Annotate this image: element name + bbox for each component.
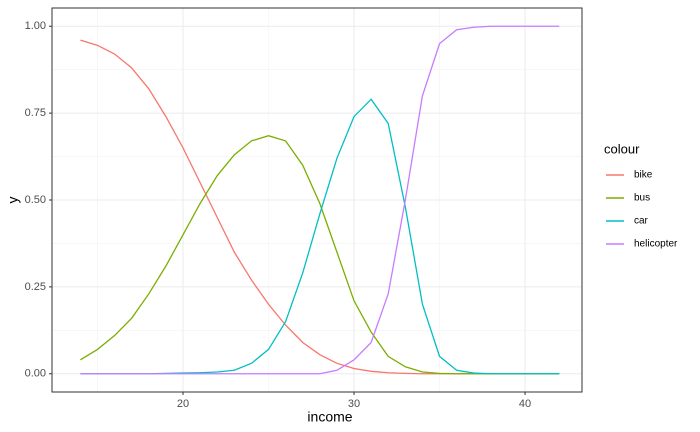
legend-title: colour: [604, 141, 640, 156]
legend-label: helicopter: [634, 239, 678, 250]
x-tick-label: 40: [519, 398, 531, 410]
x-tick-label: 20: [177, 398, 189, 410]
y-tick-label: 0.00: [25, 368, 46, 380]
legend-label: bike: [634, 170, 653, 181]
y-tick-label: 1.00: [25, 20, 46, 32]
y-tick-label: 0.75: [25, 107, 46, 119]
plot-border: [51, 7, 583, 393]
legend-label: car: [634, 216, 649, 227]
legend-label: bus: [634, 193, 650, 204]
x-axis-label: income: [307, 409, 352, 425]
y-tick-label: 0.50: [25, 194, 46, 206]
x-tick-label: 30: [348, 398, 360, 410]
series-line: [80, 25, 560, 375]
y-axis-label: y: [5, 197, 21, 204]
y-tick-label: 0.25: [25, 281, 46, 293]
